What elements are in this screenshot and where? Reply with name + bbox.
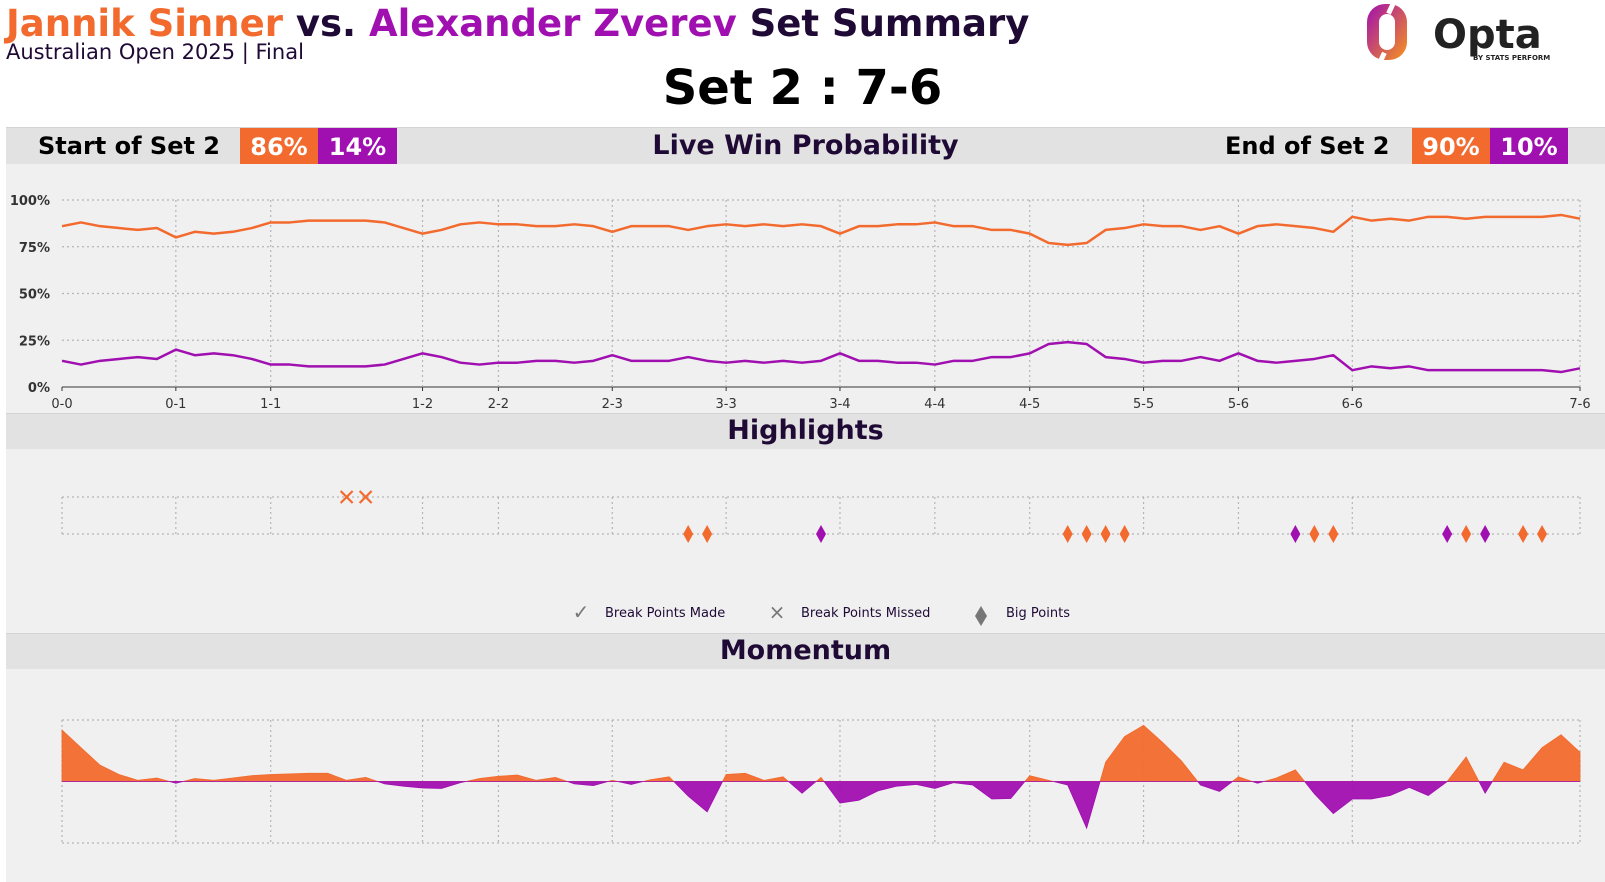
chart-title: Jannik Sinner vs. Alexander Zverev Set S… <box>6 0 1029 48</box>
momentum-chart <box>61 719 1581 844</box>
big-point-marker <box>1309 525 1320 543</box>
opta-logo-word: Opta <box>1433 12 1542 58</box>
vs-label: vs. <box>295 2 357 45</box>
big-point-marker <box>1442 525 1453 543</box>
wp-ytick-label: 75% <box>19 241 50 256</box>
wp-xtick-label: 2-2 <box>488 397 509 412</box>
wp-xtick-label: 6-6 <box>1342 397 1363 412</box>
momentum-title: Momentum <box>719 635 892 666</box>
wp-xtick-label: 5-5 <box>1133 397 1154 412</box>
big-point-marker <box>1119 525 1130 543</box>
big-point-marker <box>816 525 826 543</box>
big-point-marker <box>1328 525 1339 543</box>
highlights-band: Highlights <box>6 413 1605 450</box>
big-point-marker <box>1062 525 1073 543</box>
wp-xtick-label: 3-3 <box>716 397 737 412</box>
player2-name: Alexander Zverev <box>368 2 737 45</box>
wp-ytick-label: 25% <box>19 334 50 349</box>
big-point-marker <box>683 525 694 543</box>
highlights-panel <box>6 449 1605 633</box>
check-icon: ✓ <box>573 600 590 624</box>
break-point-missed-marker <box>339 490 354 504</box>
legend-made: Break Points Made <box>605 606 725 621</box>
wp-xtick-label: 2-3 <box>602 397 623 412</box>
wp-xtick-label: 1-2 <box>412 397 433 412</box>
wp-ytick-label: 50% <box>19 288 50 303</box>
wp-xtick-label: 0-0 <box>51 397 72 412</box>
player1-name: Jannik Sinner <box>6 2 283 45</box>
momentum-area-sinner <box>61 724 1581 782</box>
big-point-marker <box>1290 525 1301 543</box>
big-point-marker <box>1461 525 1472 543</box>
set-score: Set 2 : 7-6 <box>662 60 943 116</box>
wp-xtick-label: 3-4 <box>829 397 850 412</box>
highlights-chart <box>61 490 1581 543</box>
win-prob-title: Live Win Probability <box>652 130 959 161</box>
highlights-title: Highlights <box>727 415 884 446</box>
win-prob-panel <box>6 164 1605 413</box>
legend-missed: Break Points Missed <box>801 606 930 621</box>
big-point-marker <box>1081 525 1092 543</box>
break-point-missed-marker <box>358 490 373 504</box>
diamond-icon <box>975 606 987 626</box>
highlights-legend: ✓ Break Points Made × Break Points Misse… <box>573 600 1070 626</box>
win-probability-chart: 0% 25% 50% 75% 100% 0-0 0-1 1-1 1-2 2-2 2-3 3-3 3-4 4… <box>10 194 1591 412</box>
big-point-marker <box>702 525 713 543</box>
wp-xtick-label: 4-5 <box>1019 397 1040 412</box>
end-zverev-prob: 10% <box>1490 128 1568 166</box>
big-point-marker <box>1480 525 1491 543</box>
end-sinner-prob: 90% <box>1412 128 1490 166</box>
start-sinner-prob: 86% <box>240 128 318 166</box>
title-suffix: Set Summary <box>749 2 1030 45</box>
wp-xtick-label: 4-4 <box>924 397 945 412</box>
start-zverev-prob: 14% <box>318 128 397 166</box>
wp-xtick-label: 5-6 <box>1228 397 1249 412</box>
momentum-band: Momentum <box>6 633 1605 670</box>
wp-ytick-label: 100% <box>10 194 50 209</box>
wp-series-line-zverev <box>61 340 1581 374</box>
opta-logo-tagline: BY STATS PERFORM <box>1473 54 1550 62</box>
momentum-area-zverev <box>62 781 1580 830</box>
wp-xtick-label: 0-1 <box>165 397 186 412</box>
start-label: Start of Set 2 <box>38 132 220 160</box>
chart-subtitle: Australian Open 2025 | Final <box>6 40 304 64</box>
opta-logo: Opta BY STATS PERFORM <box>1367 0 1550 66</box>
legend-big: Big Points <box>1006 606 1070 621</box>
wp-xtick-label: 7-6 <box>1569 397 1590 412</box>
cross-icon: × <box>769 600 786 624</box>
big-point-marker <box>1537 525 1548 543</box>
wp-xtick-label: 1-1 <box>260 397 281 412</box>
wp-series-line-sinner <box>61 213 1581 247</box>
big-point-marker <box>1100 525 1111 543</box>
end-label: End of Set 2 <box>1225 132 1390 160</box>
big-point-marker <box>1518 525 1529 543</box>
wp-ytick-label: 0% <box>28 381 50 396</box>
